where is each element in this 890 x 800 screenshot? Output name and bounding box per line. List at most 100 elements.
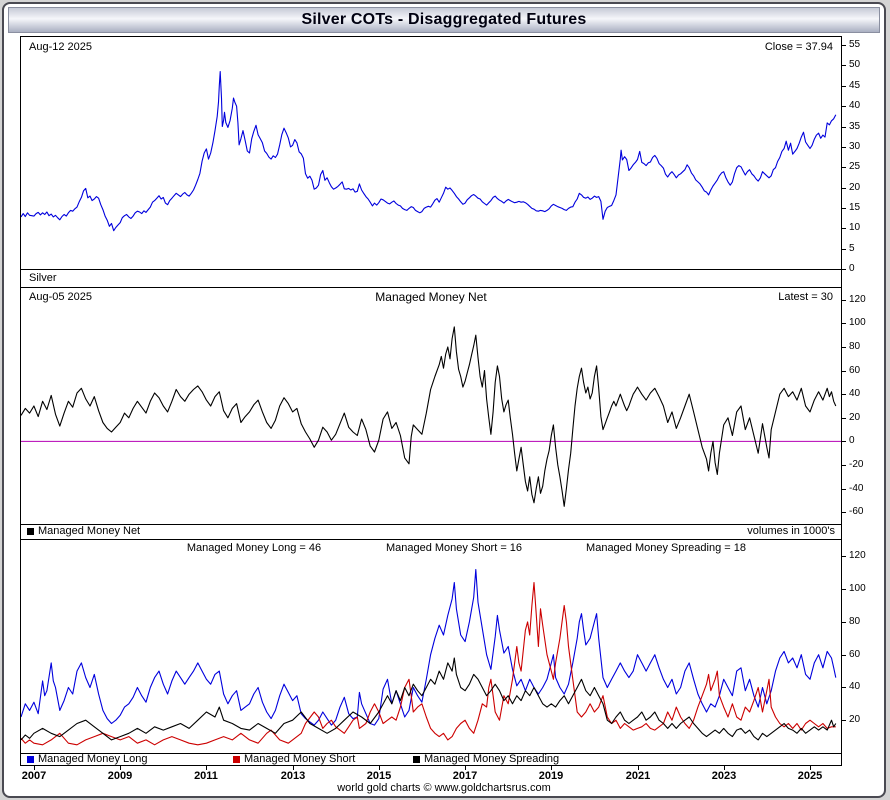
spreading-legend-item: Managed Money Spreading [413,753,559,765]
panel-divider [21,539,841,540]
y-tick-label: 100 [849,317,866,329]
x-tick-label: 2025 [797,770,823,782]
chart-area: Aug-12 2025 Close = 37.94 Silver Aug-05 … [20,36,842,766]
x-tick-mark [638,766,639,770]
x-tick-label: 2011 [194,770,218,782]
long-legend-item: Managed Money Long [27,753,147,765]
y-tick-mark [842,720,846,721]
volumes-note: volumes in 1000's [747,525,835,537]
net-latest-label: Latest = 30 [778,291,833,303]
y-tick-label: 45 [849,79,861,91]
panel-divider [21,269,841,270]
net-date-label: Aug-05 2025 [29,291,92,303]
x-tick-mark [293,766,294,770]
short-value-label: Managed Money Short = 16 [385,542,523,554]
silver-series-label: Silver [29,272,57,284]
y-tick-mark [842,556,846,557]
price-close-label: Close = 37.94 [764,41,833,53]
y-tick-mark [842,147,846,148]
long-legend-swatch [27,756,34,763]
y-tick-label: 35 [849,120,861,132]
y-tick-mark [842,106,846,107]
y-tick-mark [842,687,846,688]
y-tick-label: 60 [849,364,861,376]
x-tick-mark [810,766,811,770]
y-tick-label: 50 [849,59,861,71]
spreading-value-label: Managed Money Spreading = 18 [586,542,746,554]
managed-money-net-chart [21,326,841,507]
y-tick-label: -20 [849,459,864,470]
x-tick-mark [724,766,725,770]
y-tick-label: 25 [849,161,861,173]
y-tick-label: 80 [849,341,861,352]
series-line [21,71,837,232]
footer-credit: world gold charts © www.goldchartsrus.co… [337,782,551,794]
y-tick-mark [842,188,846,189]
y-tick-mark [842,300,846,301]
y-tick-mark [842,394,846,395]
y-tick-label: 5 [849,242,855,254]
y-tick-mark [842,489,846,490]
spreading-legend-swatch [413,756,420,763]
long-legend-label: Managed Money Long [38,753,148,765]
net-panel-title: Managed Money Net [375,290,487,304]
x-tick-mark [34,766,35,770]
x-tick-mark [465,766,466,770]
y-tick-label: 15 [849,201,861,213]
series-line [21,657,837,741]
y-tick-label: 55 [849,39,861,51]
x-tick-label: 2019 [538,770,564,782]
managed-money-volumes-chart [21,568,837,746]
y-tick-mark [842,65,846,66]
short-legend-item: Managed Money Short [233,753,355,765]
series-line [21,326,837,507]
y-tick-label: 40 [849,388,861,400]
volumes-legend-strip: Managed Money Long Managed Money Short M… [21,753,841,765]
long-value-label: Managed Money Long = 46 [186,542,322,554]
y-tick-label: 60 [849,648,861,660]
short-legend-label: Managed Money Short [244,753,356,765]
x-tick-mark [206,766,207,770]
x-tick-label: 2023 [711,770,737,782]
panel-divider [21,524,841,525]
y-tick-label: 20 [849,411,861,423]
y-tick-mark [842,655,846,656]
series-line [21,568,837,726]
x-tick-label: 2007 [21,770,47,782]
panel-divider [21,753,841,754]
y-tick-label: 40 [849,100,861,112]
short-legend-swatch [233,756,240,763]
silver-price-chart [21,71,837,232]
y-tick-label: 30 [849,140,861,152]
x-tick-label: 2021 [625,770,651,782]
y-tick-mark [842,589,846,590]
y-tick-label: 120 [849,550,866,562]
silver-label-strip: Silver [21,269,841,287]
page-title: Silver COTs - Disaggregated Futures [301,11,587,28]
y-tick-label: -60 [849,506,864,518]
title-bar: Silver COTs - Disaggregated Futures [8,7,880,33]
y-tick-mark [842,45,846,46]
y-tick-label: 0 [849,435,855,447]
panel-divider [21,287,841,288]
y-tick-mark [842,465,846,466]
net-legend-swatch [27,528,34,535]
series-line [21,582,836,746]
y-tick-mark [842,249,846,250]
x-tick-mark [379,766,380,770]
y-tick-label: 40 [849,681,861,693]
y-tick-mark [842,347,846,348]
y-tick-mark [842,371,846,372]
x-tick-label: 2009 [107,770,133,782]
net-legend-item: Managed Money Net [27,524,140,539]
net-legend-label: Managed Money Net [38,525,141,537]
y-tick-label: 120 [849,293,866,305]
y-tick-label: 10 [849,222,861,234]
price-date-label: Aug-12 2025 [29,41,92,53]
y-tick-label: 80 [849,615,861,627]
y-tick-mark [842,512,846,513]
x-tick-label: 2015 [366,770,392,782]
y-tick-mark [842,323,846,324]
y-tick-label: 20 [849,714,861,726]
